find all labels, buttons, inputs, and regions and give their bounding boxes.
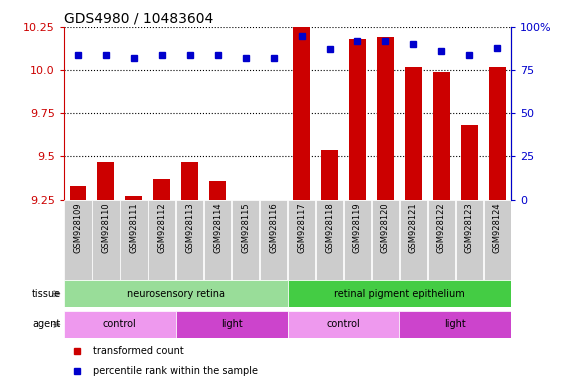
Bar (400, 311, 511, 338)
Bar (456, 200, 483, 280)
Text: GSM928117: GSM928117 (297, 202, 306, 253)
Bar (349, 39, 366, 200)
Bar (64, 200, 92, 280)
Text: GSM928123: GSM928123 (465, 202, 474, 253)
Text: GSM928112: GSM928112 (157, 202, 166, 253)
Text: GSM928114: GSM928114 (213, 202, 222, 253)
Text: GSM928119: GSM928119 (353, 202, 362, 253)
Bar (148, 200, 175, 280)
Text: control: control (103, 319, 137, 329)
Bar (98, 162, 114, 200)
Bar (64, 311, 175, 338)
Bar (377, 37, 394, 200)
Bar (181, 162, 198, 200)
Bar (461, 126, 478, 200)
Bar (237, 200, 254, 205)
Bar (125, 196, 142, 200)
Text: GSM928120: GSM928120 (381, 202, 390, 253)
Text: GSM928110: GSM928110 (101, 202, 110, 253)
Text: GSM928116: GSM928116 (269, 202, 278, 253)
Text: tissue: tissue (32, 289, 61, 299)
Bar (204, 200, 231, 280)
Bar (405, 67, 422, 200)
Bar (321, 150, 338, 200)
Bar (400, 200, 427, 280)
Bar (372, 200, 399, 280)
Text: GSM928113: GSM928113 (185, 202, 194, 253)
Bar (344, 200, 371, 280)
Text: GSM928121: GSM928121 (409, 202, 418, 253)
Bar (293, 25, 310, 200)
Bar (92, 200, 120, 280)
Text: GSM928124: GSM928124 (493, 202, 502, 253)
Bar (120, 200, 148, 280)
Text: GSM928122: GSM928122 (437, 202, 446, 253)
Text: agent: agent (33, 319, 61, 329)
Bar (70, 186, 87, 200)
Text: retinal pigment epithelium: retinal pigment epithelium (334, 289, 465, 299)
Text: transformed count: transformed count (93, 346, 184, 356)
Text: control: control (327, 319, 360, 329)
Bar (489, 67, 505, 200)
Text: GSM928109: GSM928109 (73, 202, 83, 253)
Bar (153, 179, 170, 200)
Text: neurosensory retina: neurosensory retina (127, 289, 225, 299)
Bar (483, 200, 511, 280)
Bar (64, 280, 288, 307)
Bar (175, 311, 288, 338)
Text: light: light (444, 319, 466, 329)
Bar (265, 200, 282, 205)
Bar (316, 200, 343, 280)
Text: GSM928111: GSM928111 (130, 202, 138, 253)
Text: percentile rank within the sample: percentile rank within the sample (93, 366, 258, 376)
Bar (288, 200, 315, 280)
Bar (288, 311, 400, 338)
Bar (260, 200, 288, 280)
Bar (176, 200, 203, 280)
Bar (232, 200, 259, 280)
Text: light: light (221, 319, 242, 329)
Bar (428, 200, 455, 280)
Bar (433, 72, 450, 200)
Text: GSM928115: GSM928115 (241, 202, 250, 253)
Bar (209, 181, 226, 200)
Text: GDS4980 / 10483604: GDS4980 / 10483604 (64, 12, 213, 26)
Text: GSM928118: GSM928118 (325, 202, 334, 253)
Bar (288, 280, 511, 307)
